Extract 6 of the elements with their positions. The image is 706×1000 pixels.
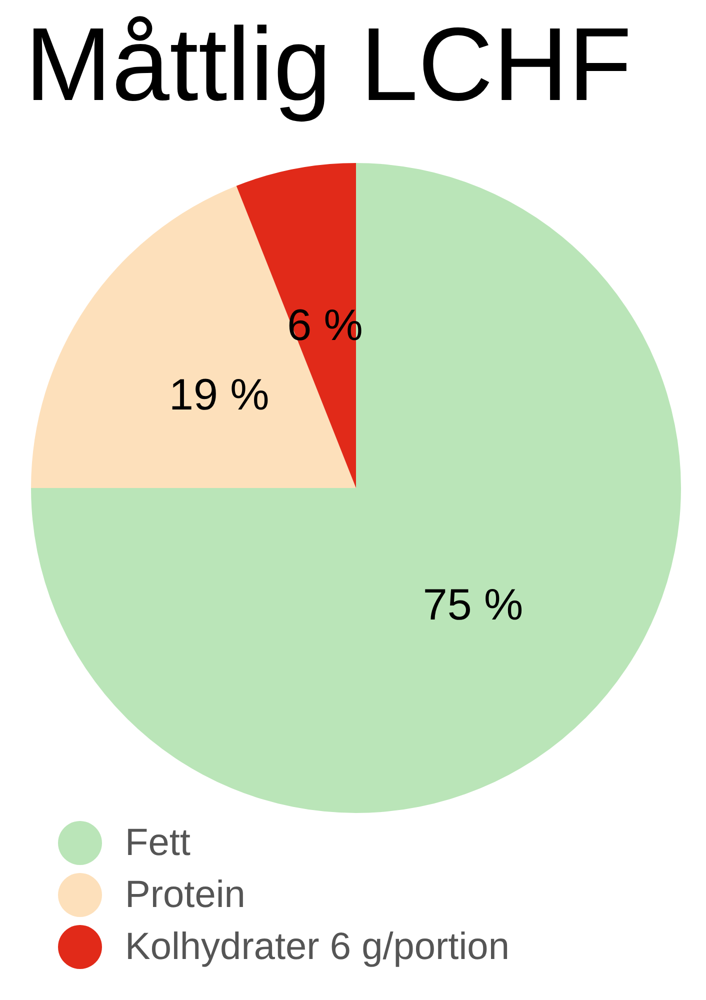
- legend-label: Kolhydrater 6 g/portion: [125, 926, 510, 968]
- chart-title: Måttlig LCHF: [25, 7, 632, 123]
- legend-label: Fett: [125, 822, 191, 864]
- data-label: 19 %: [168, 370, 270, 420]
- data-label: 75 %: [422, 580, 524, 630]
- legend-label: Protein: [125, 874, 246, 916]
